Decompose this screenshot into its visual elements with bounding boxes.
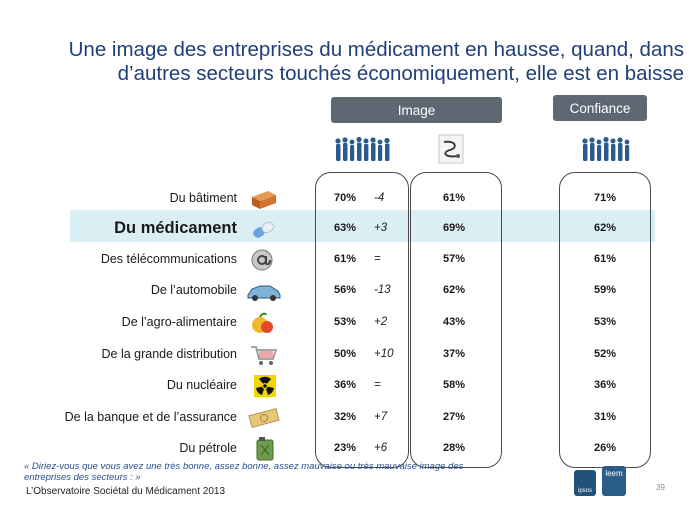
sector-label: De l’automobile [150, 283, 237, 297]
stethoscope-cable-icon [438, 134, 464, 164]
confiance-value: 71% [594, 192, 617, 204]
column-box-image-medecins [410, 172, 502, 468]
survey-question-footnote: « Diriez-vous que vous avez une très bon… [24, 461, 464, 483]
title-line-1: Une image des entreprises du médicament … [68, 38, 684, 61]
page-number: 39 [656, 483, 665, 492]
image-medecins-value: 61% [443, 192, 466, 204]
fruit-icon [252, 312, 273, 333]
image-public-value: 61% [334, 253, 357, 265]
image-medecins-value: 28% [443, 442, 466, 454]
sector-label: Du pétrole [179, 441, 237, 455]
image-medecins-value: 58% [443, 379, 466, 391]
image-public-value: 70% [334, 192, 357, 204]
sector-label: Du bâtiment [169, 191, 237, 205]
table-row: De la banque et de l’assurance 32% +7 27… [0, 402, 689, 433]
jerrycan-icon [256, 437, 274, 461]
image-medecins-value: 43% [443, 316, 466, 328]
table-row: De la grande distribution 50% +10 37% 52… [0, 339, 689, 370]
confiance-value: 52% [594, 348, 617, 360]
leem-logo: leem [602, 466, 626, 496]
source-label: L’Observatoire Sociétal du Médicament 20… [26, 486, 226, 497]
sector-label: Du médicament [114, 219, 237, 237]
sector-label: De la grande distribution [101, 347, 238, 361]
evolution-value: +3 [374, 222, 388, 234]
car-icon [247, 285, 281, 301]
sector-label: Du nucléaire [166, 378, 237, 392]
sector-label: De l’agro-alimentaire [121, 315, 237, 329]
table-row: Des télécommunications 61% = 57% 61% [0, 244, 689, 275]
table-row: Du nucléaire 36% = 58% 36% [0, 370, 689, 401]
people-group-icon [582, 136, 630, 161]
image-public-value: 56% [334, 284, 357, 296]
header-image: Image [331, 97, 502, 123]
evolution-value: +2 [374, 316, 388, 328]
evolution-value: = [374, 253, 381, 265]
image-medecins-value: 69% [443, 222, 466, 234]
image-medecins-value: 57% [443, 253, 466, 265]
at-sign-icon [251, 249, 273, 271]
evolution-value: +7 [374, 411, 388, 423]
image-public-value: 32% [334, 411, 357, 423]
image-public-value: 53% [334, 316, 357, 328]
ipsos-logo: ipsos [574, 470, 596, 496]
evolution-value: +6 [374, 442, 388, 454]
table-row: Du médicament 63% +3 69% 62% [0, 213, 689, 244]
bricks-icon [252, 191, 276, 209]
evolution-value: = [374, 379, 381, 391]
table-row: Du bâtiment 70% -4 61% 71% [0, 183, 689, 214]
confiance-value: 59% [594, 284, 617, 296]
image-public-value: 36% [334, 379, 357, 391]
radiation-icon [254, 375, 276, 397]
column-box-image-public [315, 172, 409, 468]
table-row: De l’agro-alimentaire 53% +2 43% 53% [0, 307, 689, 338]
evolution-value: -4 [374, 192, 385, 204]
sector-label: Des télécommunications [100, 252, 237, 266]
title-line-2: d’autres secteurs touchés économiquement… [117, 62, 684, 85]
slide-title: Une image des entreprises du médicament … [8, 38, 684, 86]
image-public-value: 23% [334, 442, 357, 454]
confiance-value: 26% [594, 442, 617, 454]
image-medecins-value: 27% [443, 411, 466, 423]
banknote-icon [248, 408, 280, 428]
confiance-value: 53% [594, 316, 617, 328]
evolution-value: +10 [374, 348, 394, 360]
pill-capsule-icon [253, 221, 274, 238]
image-public-value: 50% [334, 348, 357, 360]
confiance-value: 36% [594, 379, 617, 391]
table-row: Du pétrole 23% +6 28% 26% [0, 433, 689, 464]
highlight-band [70, 210, 655, 242]
image-medecins-value: 62% [443, 284, 466, 296]
image-public-value: 63% [334, 222, 357, 234]
confiance-value: 62% [594, 222, 617, 234]
image-medecins-value: 37% [443, 348, 466, 360]
people-group-icon [335, 136, 390, 161]
table-row: De l’automobile 56% -13 62% 59% [0, 275, 689, 306]
evolution-value: -13 [374, 284, 391, 296]
header-confiance: Confiance [553, 95, 647, 121]
confiance-value: 31% [594, 411, 617, 423]
confiance-value: 61% [594, 253, 617, 265]
shopping-cart-icon [251, 346, 278, 365]
sector-label: De la banque et de l’assurance [64, 410, 237, 424]
